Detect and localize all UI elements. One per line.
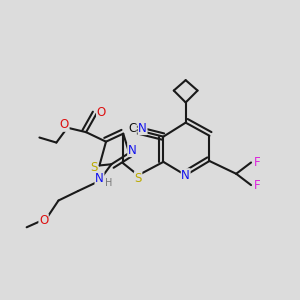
Text: C: C xyxy=(128,122,136,134)
Text: F: F xyxy=(254,178,260,192)
Text: O: O xyxy=(97,106,106,119)
Text: N: N xyxy=(138,122,147,134)
Text: N: N xyxy=(128,143,136,157)
Text: H: H xyxy=(105,178,112,188)
Text: F: F xyxy=(254,156,260,169)
Text: O: O xyxy=(60,118,69,131)
Text: S: S xyxy=(134,172,142,185)
Text: N: N xyxy=(181,169,190,182)
Text: S: S xyxy=(90,161,98,174)
Text: N: N xyxy=(95,172,104,185)
Text: O: O xyxy=(39,214,48,227)
